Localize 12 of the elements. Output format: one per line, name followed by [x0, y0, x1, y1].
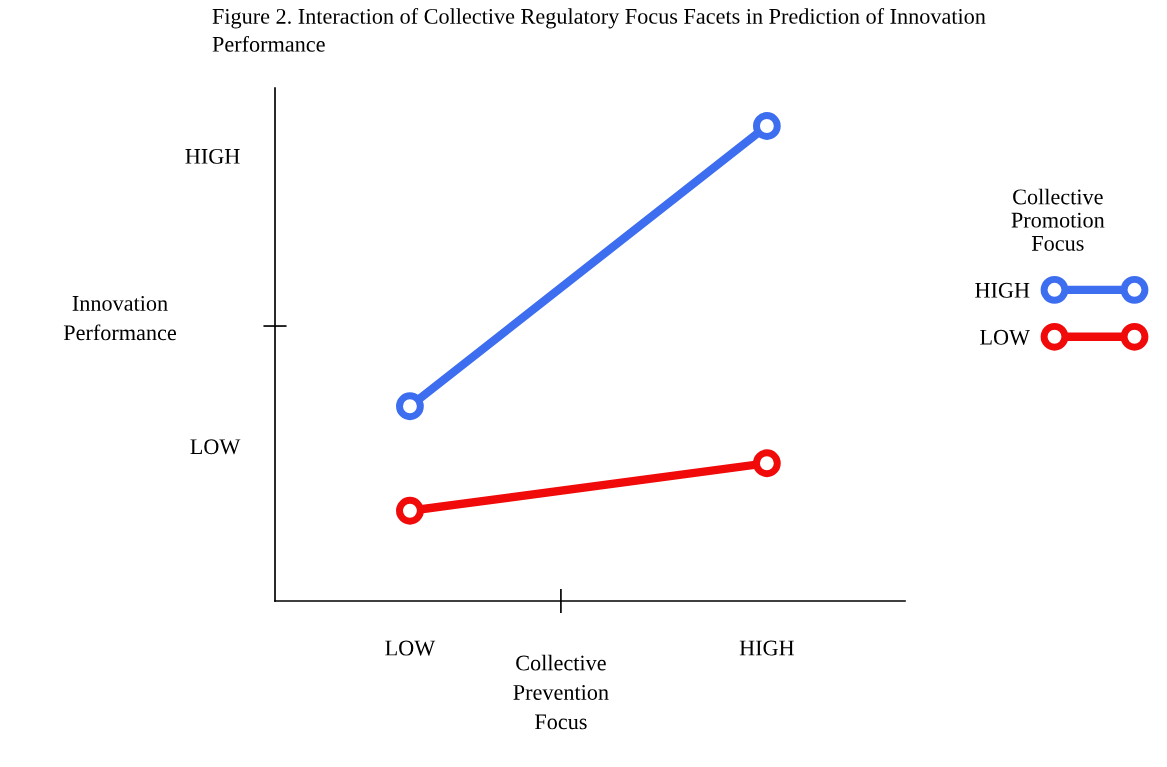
legend-label: LOW — [980, 329, 1031, 345]
y-axis-title: Innovation Performance — [63, 295, 176, 341]
text: HIGH — [185, 148, 240, 164]
legend-label: HIGH — [975, 282, 1030, 298]
text: LOW — [190, 439, 241, 455]
point — [396, 392, 424, 421]
point — [396, 496, 424, 525]
x-axis-title: Collective Prevention Focus — [513, 654, 609, 730]
point — [752, 112, 781, 140]
legend-title: Collective Promotion Focus — [1011, 188, 1105, 251]
chart-title: Figure 2. Interaction of Collective Regulatory Focus Facets in Prediction of Innovation Performance — [212, 8, 986, 52]
point — [752, 449, 781, 478]
